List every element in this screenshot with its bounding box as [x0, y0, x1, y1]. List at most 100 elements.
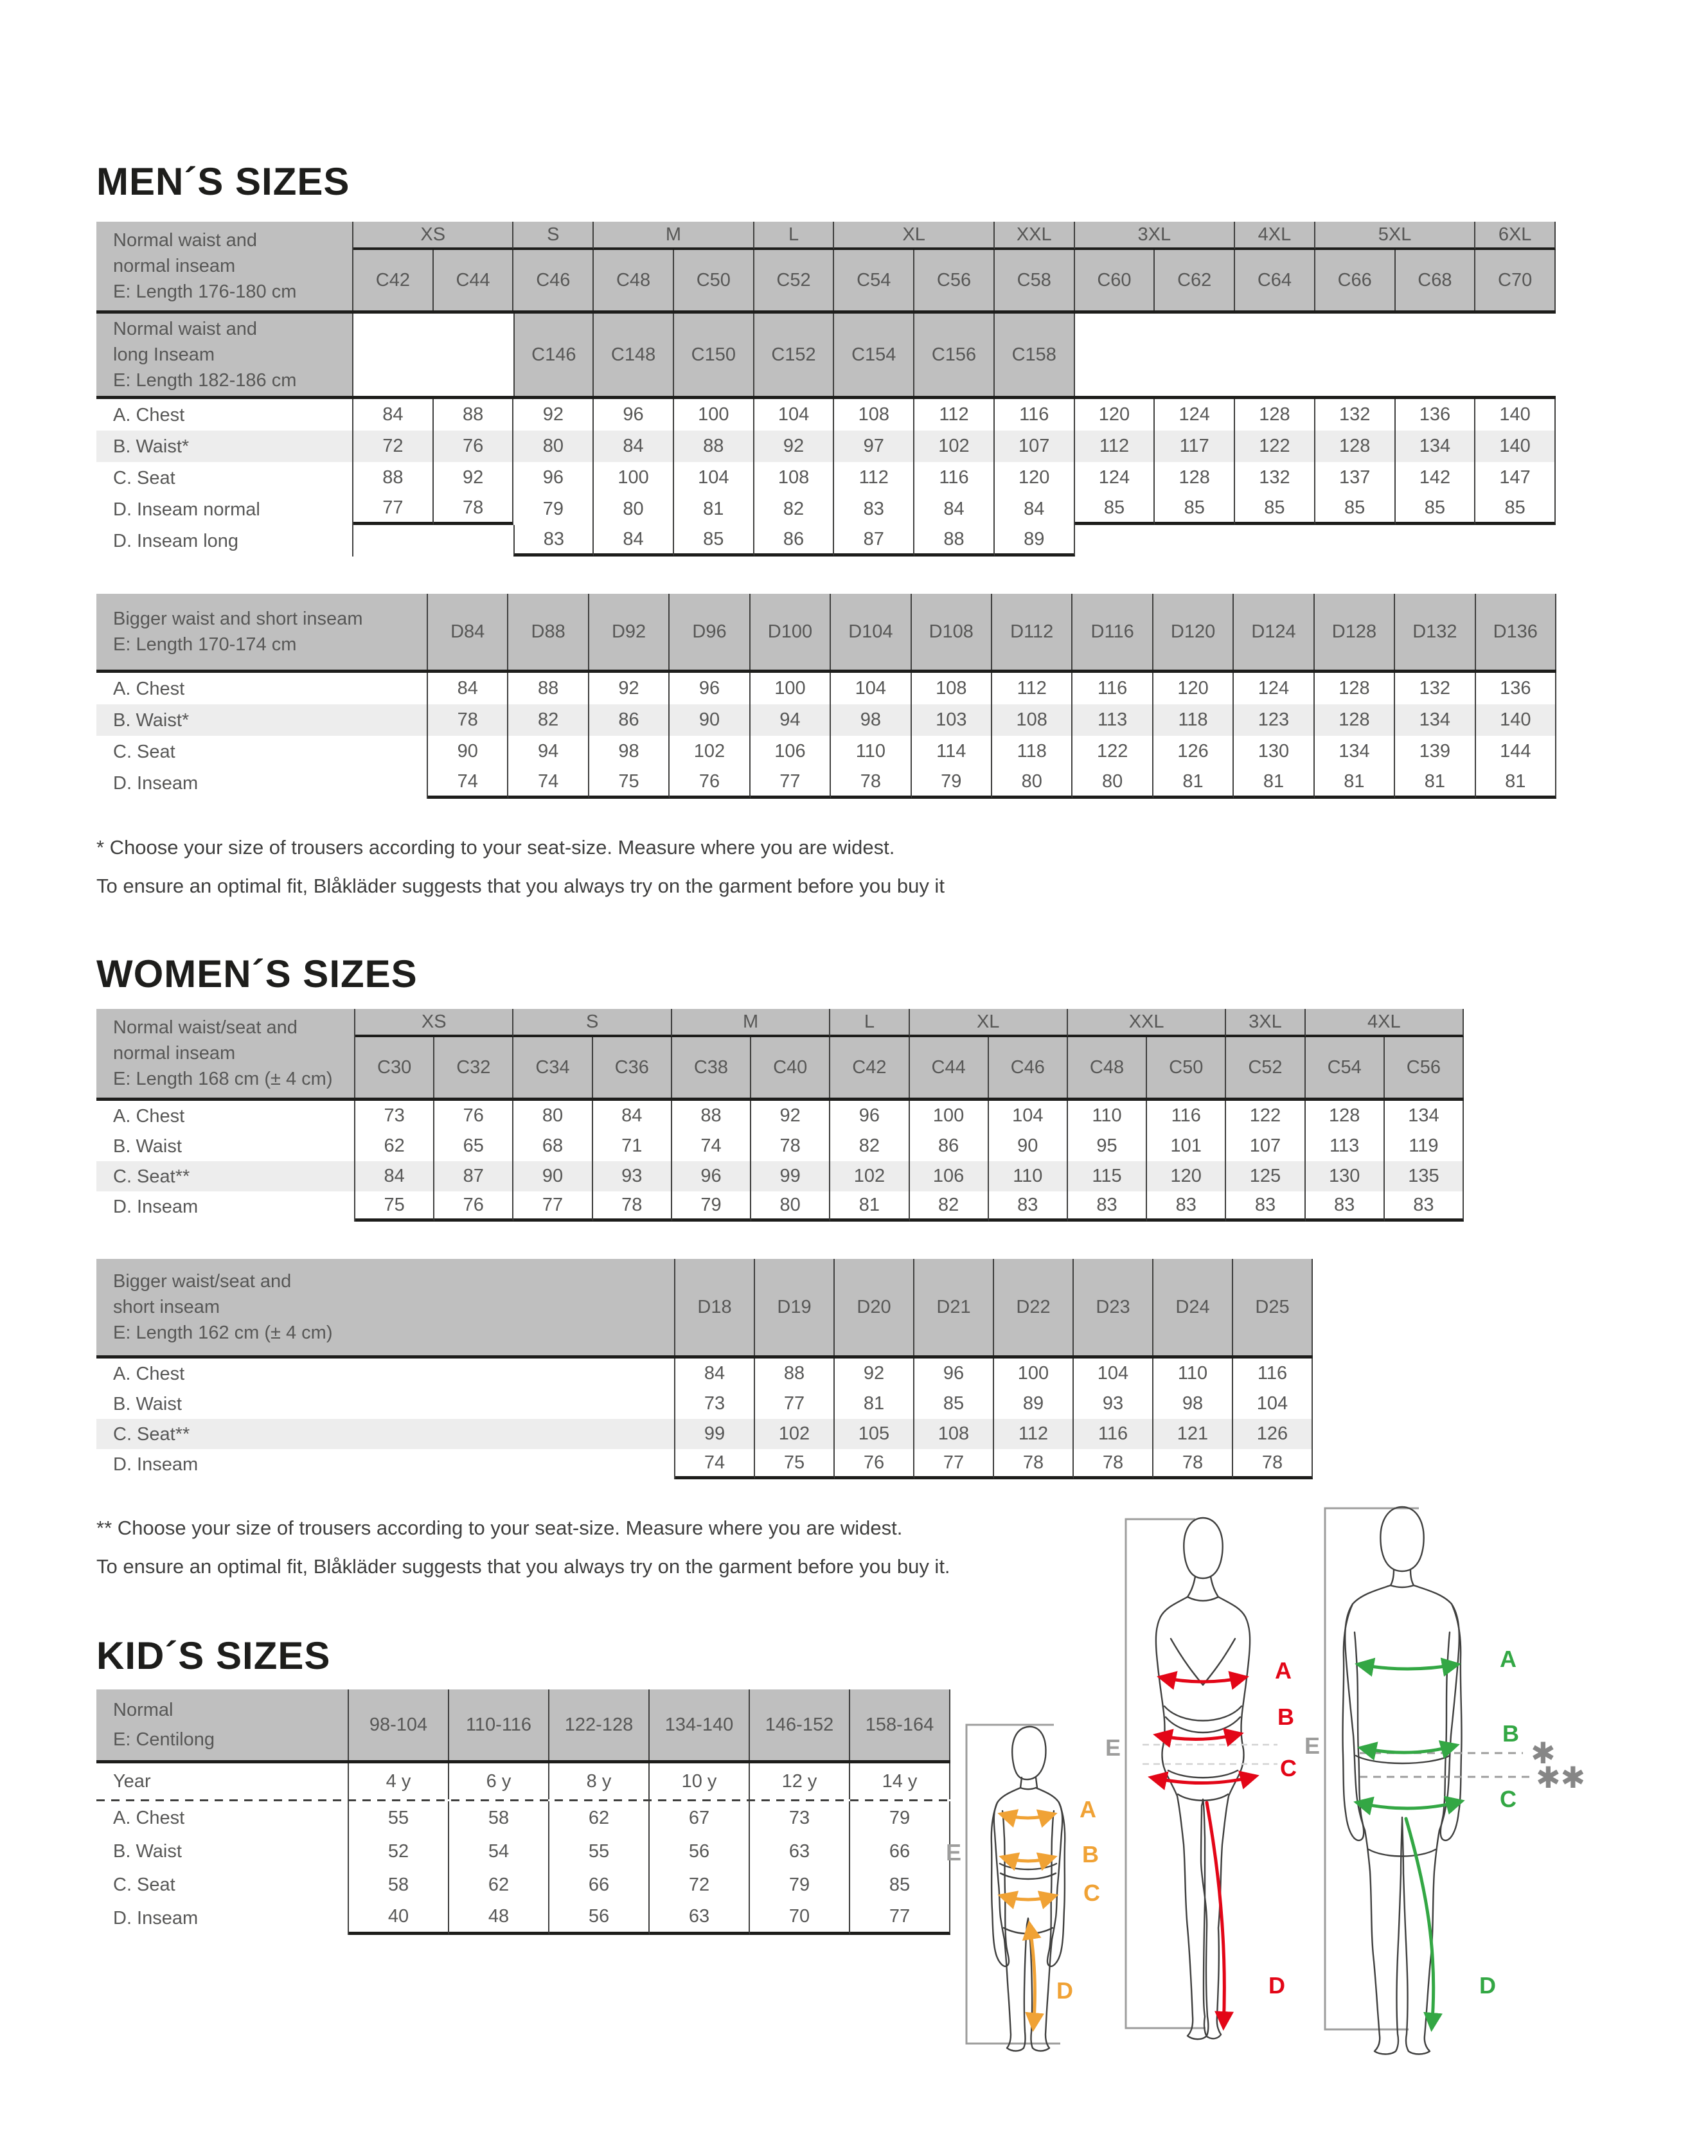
year-cell: 10 y: [650, 1763, 750, 1799]
value-cell: 120: [995, 462, 1075, 494]
size-code-header: D116: [1072, 594, 1153, 670]
size-group-header: XL: [834, 222, 995, 250]
empty-cell: [1075, 525, 1556, 557]
size-code-header: C70: [1475, 250, 1556, 310]
size-code-header: 98-104: [349, 1689, 449, 1760]
value-cell: 119: [1385, 1131, 1464, 1161]
woman-bottom: [1167, 1769, 1239, 1801]
size-code-header: C60: [1074, 250, 1155, 310]
value-cell: 88: [353, 462, 434, 494]
child-label-b: B: [1082, 1841, 1099, 1867]
mens-bigger-waist-table: Bigger waist and short inseam E: Length 1…: [96, 594, 1556, 799]
value-cell: 125: [1226, 1161, 1306, 1191]
value-cell: 128: [1306, 1101, 1385, 1131]
woman-label-a: A: [1275, 1657, 1292, 1684]
long-size-code-header: C156: [914, 314, 995, 396]
value-cell: 103: [911, 704, 992, 736]
value-cell: 79: [911, 767, 992, 799]
value-cell: 86: [754, 525, 835, 557]
value-cell: 78: [831, 767, 912, 799]
value-cell: 81: [1234, 767, 1315, 799]
man-seat-arrow: [1353, 1795, 1465, 1815]
value-cell: 108: [834, 399, 915, 431]
value-cell: 95: [1068, 1131, 1148, 1161]
table-corner-label: Normal waist/seat and normal inseam E: Len…: [96, 1009, 355, 1098]
value-cell: 83: [1226, 1191, 1306, 1222]
child-chest-arrow: [997, 1809, 1058, 1828]
value-cell: 81: [830, 1191, 910, 1222]
value-cell: 83: [988, 1191, 1068, 1222]
size-code-header: D88: [508, 594, 589, 670]
value-cell: 114: [912, 736, 992, 767]
value-cell: 80: [513, 1101, 593, 1131]
value-cell: 88: [434, 399, 514, 431]
value-cell: 76: [670, 767, 751, 799]
value-cell: 84: [593, 1101, 672, 1131]
size-code-header: 110-116: [449, 1689, 549, 1760]
value-cell: 58: [449, 1801, 549, 1835]
value-cell: 56: [650, 1835, 750, 1868]
value-cell: 84: [428, 673, 509, 704]
value-cell: 120: [1075, 399, 1155, 431]
value-cell: 77: [914, 1449, 994, 1479]
value-cell: 106: [909, 1161, 989, 1191]
value-cell: 80: [992, 767, 1073, 799]
value-cell: 73: [355, 1101, 435, 1131]
value-cell: 75: [355, 1191, 435, 1222]
value-cell: 84: [914, 494, 995, 525]
size-code-header: C36: [592, 1037, 672, 1098]
value-cell: 136: [1396, 399, 1476, 431]
measurement-row-label: B. Waist*: [96, 431, 353, 462]
value-cell: 128: [1155, 462, 1236, 494]
value-cell: 54: [449, 1835, 549, 1868]
size-code-header: C44: [909, 1037, 989, 1098]
womens-footnote: ** Choose your size of trousers accordin…: [96, 1509, 1556, 1586]
value-cell: 62: [549, 1801, 650, 1835]
size-group-header: 4XL: [1235, 222, 1315, 250]
value-cell: 76: [434, 1191, 514, 1222]
value-cell: 116: [1072, 673, 1153, 704]
size-code-header: D84: [428, 594, 509, 670]
year-cell: 12 y: [750, 1763, 850, 1799]
value-cell: 83: [1067, 1191, 1148, 1222]
size-code-header: D96: [670, 594, 751, 670]
value-cell: 72: [650, 1868, 750, 1902]
value-cell: 104: [754, 399, 835, 431]
value-cell: 96: [914, 1359, 994, 1389]
value-cell: 82: [508, 704, 589, 736]
woman-height-bracket: [1125, 1518, 1205, 2029]
value-cell: 130: [1305, 1161, 1385, 1191]
child-label-e: E: [946, 1839, 961, 1866]
value-cell: 79: [672, 1191, 752, 1222]
value-cell: 120: [1147, 1161, 1227, 1191]
value-cell: 87: [434, 1161, 514, 1191]
value-cell: 96: [513, 462, 594, 494]
thick-divider: [96, 1355, 1313, 1359]
value-cell: 99: [751, 1161, 831, 1191]
value-cell: 89: [994, 525, 1075, 557]
value-cell: 83: [834, 494, 915, 525]
value-cell: 116: [1233, 1359, 1313, 1389]
value-cell: 110: [1153, 1359, 1233, 1389]
size-group-header: XXL: [1067, 1009, 1227, 1037]
womens-sizes-heading: WOMEN´S SIZES: [96, 952, 418, 995]
year-cell: 4 y: [349, 1763, 449, 1799]
value-cell: 132: [1395, 673, 1476, 704]
value-cell: 132: [1235, 462, 1315, 494]
double-asterisk-marker: ✱✱: [1536, 1760, 1585, 1795]
year-cell: 14 y: [850, 1763, 950, 1799]
value-cell: 78: [592, 1191, 672, 1222]
value-cell: 71: [593, 1131, 672, 1161]
value-cell: 118: [992, 736, 1073, 767]
long-size-code-header: C146: [513, 314, 594, 396]
value-cell: 116: [1074, 1419, 1153, 1449]
value-cell: 58: [349, 1868, 449, 1902]
value-cell: 67: [650, 1801, 750, 1835]
size-code-header: D108: [911, 594, 992, 670]
year-cell: 8 y: [549, 1763, 650, 1799]
mens-sizes-heading: MEN´S SIZES: [96, 160, 350, 203]
size-group-header: XS: [353, 222, 514, 250]
value-cell: 90: [670, 704, 751, 736]
value-cell: 94: [750, 704, 832, 736]
value-cell: 112: [914, 399, 995, 431]
